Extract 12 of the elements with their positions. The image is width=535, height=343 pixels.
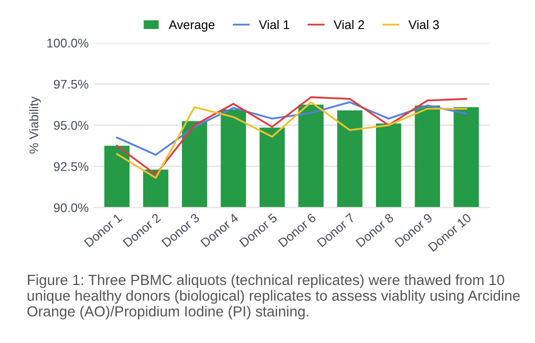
legend-label: Vial 2 (334, 20, 364, 30)
legend-label: Vial 1 (258, 20, 290, 30)
y-axis-title: % Viability (29, 96, 41, 154)
caption: Figure 1: Three PBMC aliquots (technical replicates) were thawed from 10 unique healthy donors (biological) replicates to assess viablity using Arcidine Orange (AO)/Propidium Iodine (PI) staining. (27, 274, 520, 320)
legend-label: Average (168, 20, 214, 32)
legend-label: Vial 3 (408, 20, 439, 30)
y-tick-label: 97.5% (54, 80, 88, 89)
y-tick-label: 92.5% (54, 162, 88, 172)
y-tick-label: 90.0% (54, 203, 88, 212)
y-tick-label: 100.0% (47, 38, 88, 48)
line-series (116, 101, 468, 156)
y-tick-label: 95.0% (54, 120, 88, 130)
